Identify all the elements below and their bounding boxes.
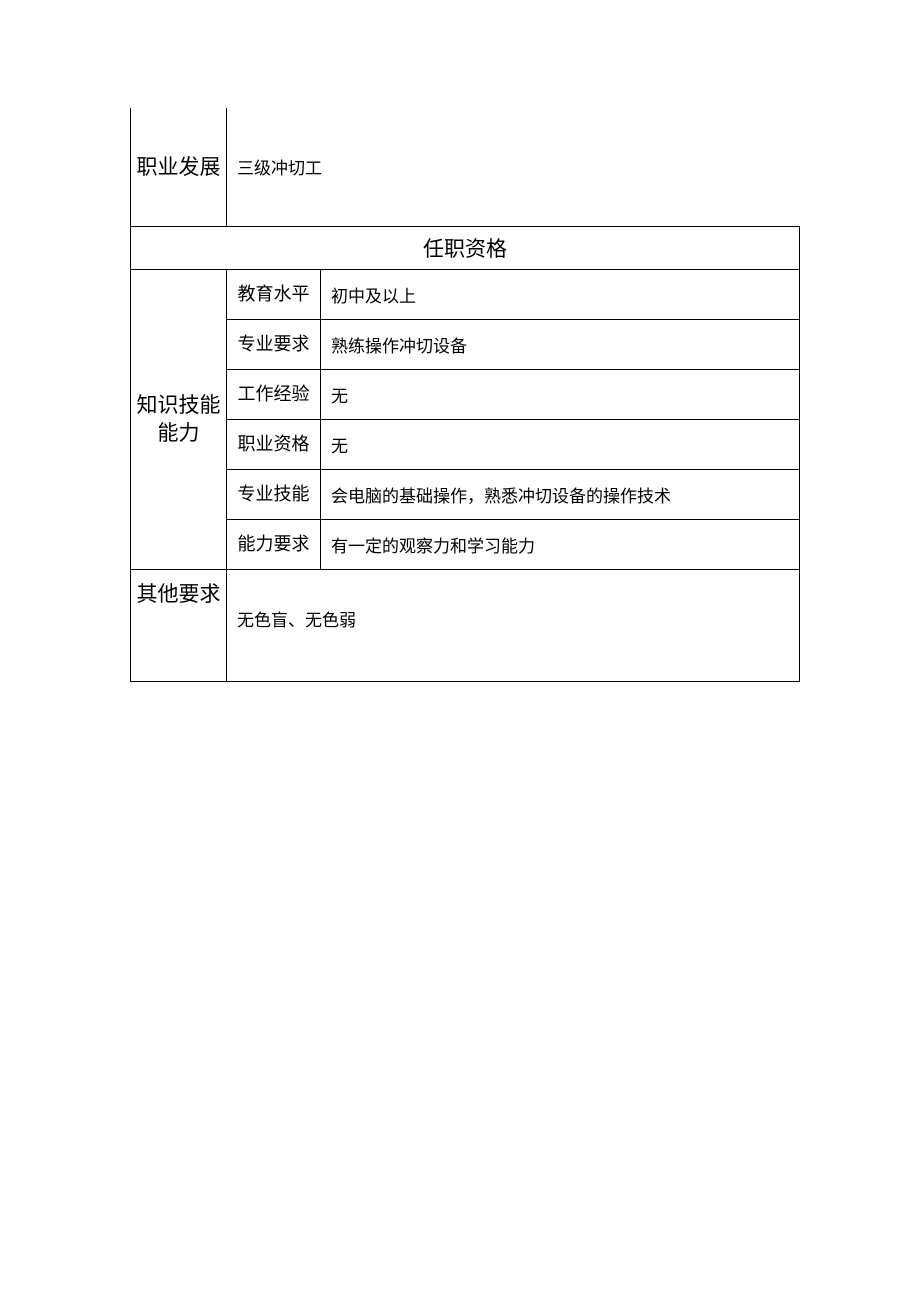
sub-value: 初中及以上 [321, 269, 800, 319]
page-container: 职业发展 三级冲切工 任职资格 知识技能能力 教育水平 初中及以上 专业要求 熟… [0, 0, 920, 682]
table-row: 工作经验 无 [131, 369, 800, 419]
sub-label: 职业资格 [227, 419, 321, 469]
career-dev-label: 职业发展 [131, 108, 227, 226]
sub-label: 能力要求 [227, 519, 321, 569]
table-row: 专业技能 会电脑的基础操作，熟悉冲切设备的操作技术 [131, 469, 800, 519]
career-dev-row: 职业发展 三级冲切工 [131, 108, 800, 226]
qualification-header: 任职资格 [131, 226, 800, 269]
table-row: 知识技能能力 教育水平 初中及以上 [131, 269, 800, 319]
qualification-header-row: 任职资格 [131, 226, 800, 269]
sub-value: 有一定的观察力和学习能力 [321, 519, 800, 569]
sub-label: 专业技能 [227, 469, 321, 519]
career-dev-value: 三级冲切工 [227, 108, 800, 226]
sub-label: 工作经验 [227, 369, 321, 419]
sub-value: 无 [321, 369, 800, 419]
sub-value: 熟练操作冲切设备 [321, 319, 800, 369]
qualification-table: 职业发展 三级冲切工 任职资格 知识技能能力 教育水平 初中及以上 专业要求 熟… [130, 108, 800, 682]
other-req-row: 其他要求 无色盲、无色弱 [131, 569, 800, 681]
knowledge-label: 知识技能能力 [131, 269, 227, 569]
sub-value: 无 [321, 419, 800, 469]
sub-label: 专业要求 [227, 319, 321, 369]
other-req-label: 其他要求 [131, 569, 227, 681]
table-row: 能力要求 有一定的观察力和学习能力 [131, 519, 800, 569]
sub-label: 教育水平 [227, 269, 321, 319]
table-row: 专业要求 熟练操作冲切设备 [131, 319, 800, 369]
sub-value: 会电脑的基础操作，熟悉冲切设备的操作技术 [321, 469, 800, 519]
table-row: 职业资格 无 [131, 419, 800, 469]
other-req-value: 无色盲、无色弱 [227, 569, 800, 681]
